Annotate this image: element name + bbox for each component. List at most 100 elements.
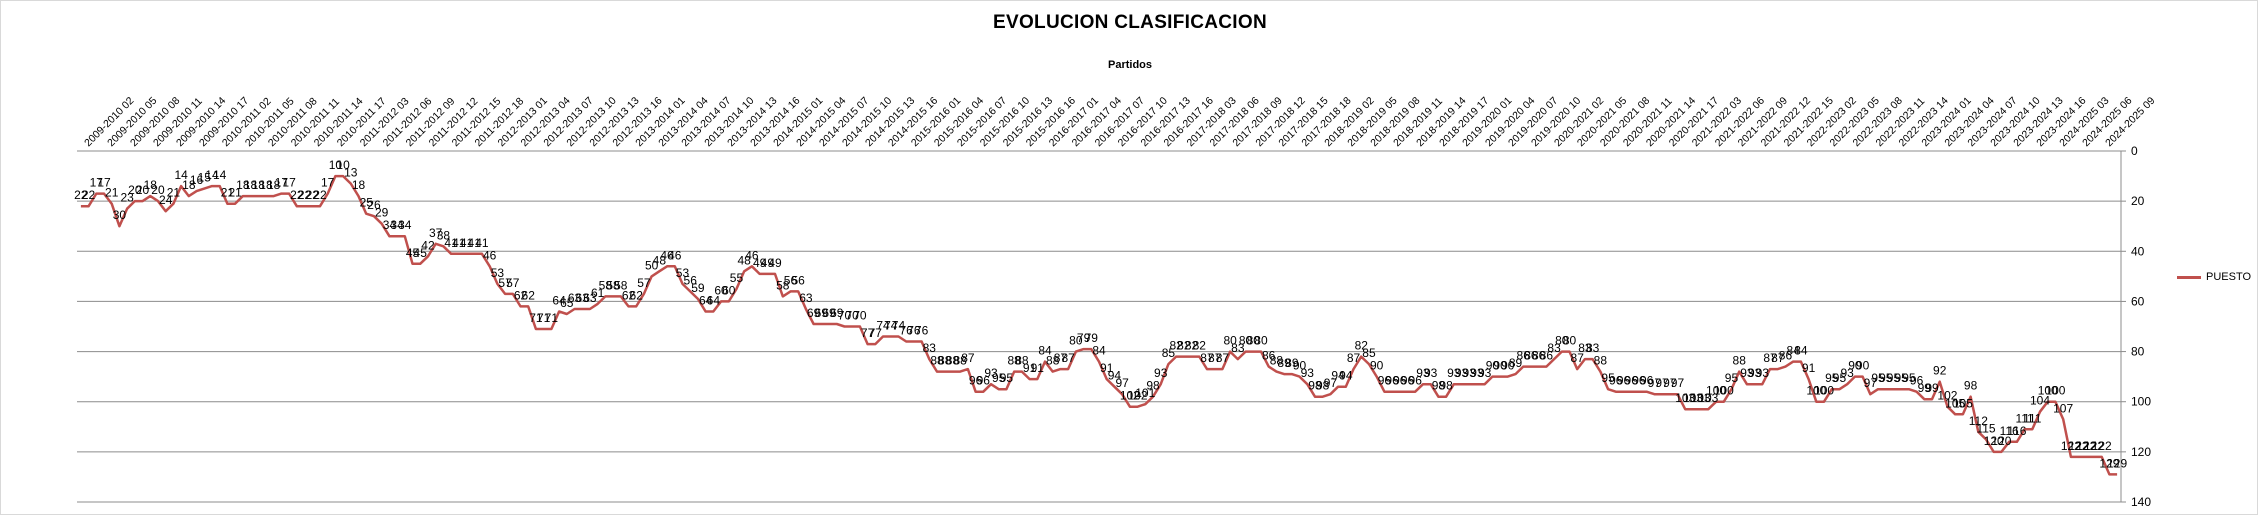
data-label: 96 (1625, 374, 1639, 388)
data-label: 100 (1806, 384, 1826, 398)
data-label: 83 (923, 341, 937, 355)
data-label: 97 (1655, 376, 1669, 390)
data-label: 22 (298, 188, 312, 202)
data-label: 93 (1424, 366, 1438, 380)
data-label: 80 (1247, 334, 1261, 348)
data-label: 93 (1455, 366, 1469, 380)
data-label: 21 (228, 186, 242, 200)
data-label: 104 (2030, 394, 2050, 408)
data-label: 86 (1517, 349, 1531, 363)
data-label: 20 (136, 183, 150, 197)
data-label: 84 (1092, 344, 1106, 358)
data-label: 55 (730, 271, 744, 285)
data-label: 63 (568, 291, 582, 305)
data-label: 29 (375, 206, 389, 220)
data-label: 58 (599, 278, 613, 292)
data-label: 76 (907, 324, 921, 338)
data-label: 99 (1918, 381, 1932, 395)
data-label: 45 (414, 246, 428, 260)
data-label: 94 (1339, 369, 1353, 383)
data-label: 17 (275, 176, 289, 190)
data-label: 53 (676, 266, 690, 280)
data-label: 64 (552, 293, 566, 307)
data-label: 14 (213, 168, 227, 182)
data-label: 100 (2045, 384, 2065, 398)
data-label: 87 (1054, 351, 1068, 365)
data-label: 95 (1725, 371, 1739, 385)
data-label: 62 (522, 288, 536, 302)
data-label: 82 (1185, 339, 1199, 353)
data-label: 116 (2000, 424, 2019, 438)
data-labels: 2222171721302320201820242114181615141421… (74, 158, 2127, 470)
data-label: 18 (236, 178, 250, 192)
data-label: 41 (452, 236, 466, 250)
data-label: 120 (1984, 434, 2004, 448)
data-label: 45 (406, 246, 420, 260)
data-label: 93 (1478, 366, 1492, 380)
data-label: 82 (1193, 339, 1207, 353)
data-label: 63 (583, 291, 597, 305)
data-label: 49 (753, 256, 767, 270)
data-label: 88 (1270, 354, 1284, 368)
data-label: 88 (946, 354, 960, 368)
data-label: 14 (205, 168, 219, 182)
data-label: 105 (1945, 396, 1965, 410)
data-label: 84 (1038, 344, 1052, 358)
data-label: 79 (1077, 331, 1091, 345)
data-label: 100 (1814, 384, 1834, 398)
data-label: 87 (961, 351, 975, 365)
y-tick-label: 120 (2131, 445, 2151, 459)
data-label: 18 (267, 178, 281, 192)
data-label: 91 (1031, 361, 1045, 375)
data-label: 61 (591, 286, 605, 300)
data-label: 18 (244, 178, 258, 192)
data-label: 49 (761, 256, 775, 270)
data-label: 71 (529, 311, 543, 325)
data-label: 22 (82, 188, 96, 202)
data-label: 22 (313, 188, 327, 202)
data-label: 69 (830, 306, 844, 320)
legend: PUESTO (2177, 271, 2251, 283)
y-tick-label: 80 (2131, 345, 2145, 359)
data-label: 129 (2099, 456, 2119, 470)
data-label: 49 (768, 256, 782, 270)
data-label: 69 (807, 306, 821, 320)
data-label: 14 (174, 168, 188, 182)
data-label: 84 (1787, 344, 1801, 358)
data-label: 18 (144, 178, 158, 192)
data-label: 122 (2092, 439, 2112, 453)
data-label: 86 (1540, 349, 1554, 363)
data-label: 37 (429, 226, 443, 240)
data-label: 90 (1856, 359, 1870, 373)
data-label: 89 (1277, 356, 1291, 370)
data-label: 97 (1864, 376, 1878, 390)
data-label: 97 (1671, 376, 1685, 390)
data-label: 93 (1447, 366, 1461, 380)
data-label: 46 (668, 248, 682, 262)
data-label: 15 (198, 171, 212, 185)
data-label: 122 (2061, 439, 2081, 453)
data-label: 80 (1254, 334, 1268, 348)
data-label: 80 (1563, 334, 1577, 348)
data-label: 18 (352, 178, 366, 192)
data-label: 96 (1385, 374, 1399, 388)
data-label: 97 (1663, 376, 1677, 390)
data-label: 86 (1524, 349, 1538, 363)
data-label: 10 (336, 158, 350, 172)
data-label: 100 (1714, 384, 1734, 398)
data-label: 96 (1640, 374, 1654, 388)
data-label: 96 (977, 374, 991, 388)
data-label: 87 (1200, 351, 1214, 365)
data-label: 18 (259, 178, 273, 192)
data-label: 90 (1293, 359, 1307, 373)
data-label: 93 (1470, 366, 1484, 380)
data-label: 95 (992, 371, 1006, 385)
data-label: 93 (1748, 366, 1762, 380)
data-label: 96 (1393, 374, 1407, 388)
data-label: 98 (1964, 379, 1978, 393)
data-label: 76 (915, 324, 929, 338)
data-label: 88 (938, 354, 952, 368)
data-label: 82 (1355, 339, 1369, 353)
data-label: 70 (845, 309, 859, 323)
